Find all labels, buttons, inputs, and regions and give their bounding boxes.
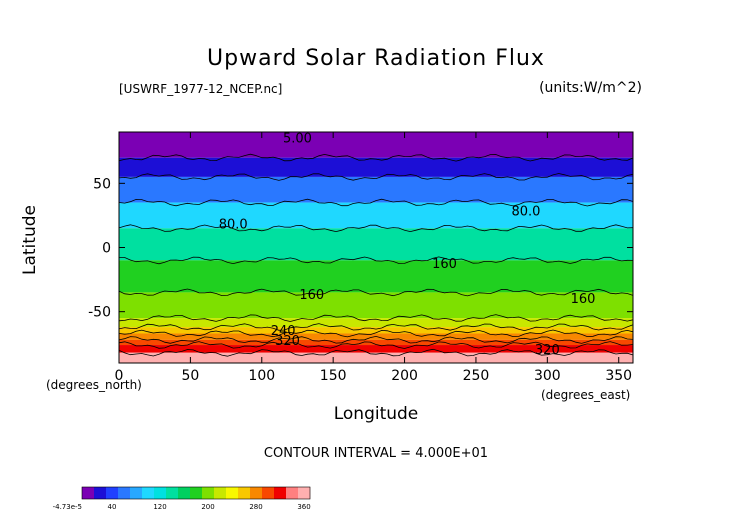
contour-line [118, 153, 634, 162]
colorbar-swatch [130, 487, 143, 499]
colorbar-swatch [166, 487, 179, 499]
colorbar-swatch [154, 487, 167, 499]
y-tick-label: 0 [102, 241, 111, 257]
colorbar-tick-label: 200 [201, 503, 214, 511]
data-band [119, 157, 633, 177]
data-band [119, 327, 633, 334]
contour-line [118, 173, 634, 181]
colorbar-swatch [94, 487, 107, 499]
data-band [119, 228, 633, 261]
colorbar-swatch [202, 487, 215, 499]
colorbar-swatch [82, 487, 95, 499]
units-label: (units:W/m^2) [539, 80, 642, 96]
contour-line [118, 224, 634, 233]
data-band [119, 132, 633, 158]
contour-line [118, 288, 634, 297]
data-band [119, 339, 633, 346]
colorbar-swatch [238, 487, 251, 499]
colorbar-swatch [262, 487, 275, 499]
contour-label: 320 [535, 343, 560, 358]
data-band [119, 176, 633, 203]
file-label: [USWRF_1977-12_NCEP.nc] [119, 82, 283, 96]
contour-line [118, 329, 634, 338]
data-band [119, 292, 633, 319]
colorbar-tick-label: 360 [297, 503, 310, 511]
x-units-label-left: (degrees_north) [46, 378, 142, 392]
data-band [119, 345, 633, 353]
x-units-label-right: (degrees_east) [541, 388, 631, 402]
colorbar-swatch [118, 487, 131, 499]
contour-label: 160 [299, 288, 324, 303]
x-tick-label: 250 [463, 368, 490, 384]
contour-line [118, 348, 634, 357]
colorbar-swatch [178, 487, 191, 499]
colorbar-tick-label: 120 [153, 503, 166, 511]
colorbar-tick-label: 40 [108, 503, 117, 511]
x-tick-label: 150 [320, 368, 347, 384]
contour-line [118, 335, 634, 344]
y-axis-label: Latitude [20, 205, 40, 275]
colorbar-swatch [190, 487, 203, 499]
colorbar-swatch [214, 487, 227, 499]
contour-label: 160 [432, 257, 457, 272]
x-tick-label: 200 [391, 368, 418, 384]
colorbar-swatch [250, 487, 263, 499]
data-band [119, 352, 633, 363]
data-band [119, 260, 633, 293]
colorbar-tick-label: -4.73e-5 [53, 503, 82, 511]
colorbar-frame [81, 486, 311, 500]
x-tick-label: 350 [605, 368, 632, 384]
contour-label: 240 [271, 324, 296, 339]
data-band [119, 318, 633, 328]
contour-line [119, 256, 634, 265]
colorbar-swatch [226, 487, 239, 499]
colorbar-swatch [274, 487, 287, 499]
colorbar-swatch [142, 487, 155, 499]
contour-label: 5.00 [283, 131, 312, 146]
contour-label: 80.0 [511, 205, 540, 220]
y-tick-label: 50 [93, 176, 111, 192]
colorbar-tick-label: 280 [249, 503, 262, 511]
x-tick-label: 300 [534, 368, 561, 384]
contour-line [118, 323, 634, 332]
x-tick-label: 0 [115, 368, 124, 384]
x-axis-label: Longitude [333, 404, 419, 424]
contour-line [118, 198, 634, 207]
colorbar-swatch [286, 487, 299, 499]
data-band [119, 202, 633, 229]
contour-label: 320 [275, 334, 300, 349]
contour-line [118, 341, 634, 349]
contour-interval-label: CONTOUR INTERVAL = 4.000E+01 [263, 446, 489, 461]
contour-label: 80.0 [219, 217, 248, 232]
x-tick-label: 50 [181, 368, 199, 384]
contour-line [118, 314, 634, 322]
colorbar-swatch [298, 487, 311, 499]
colorbar-swatch [106, 487, 119, 499]
x-tick-label: 100 [248, 368, 275, 384]
chart-title: Upward Solar Radiation Flux [207, 46, 545, 71]
y-tick-label: -50 [88, 305, 111, 321]
contour-label: 160 [571, 292, 596, 307]
